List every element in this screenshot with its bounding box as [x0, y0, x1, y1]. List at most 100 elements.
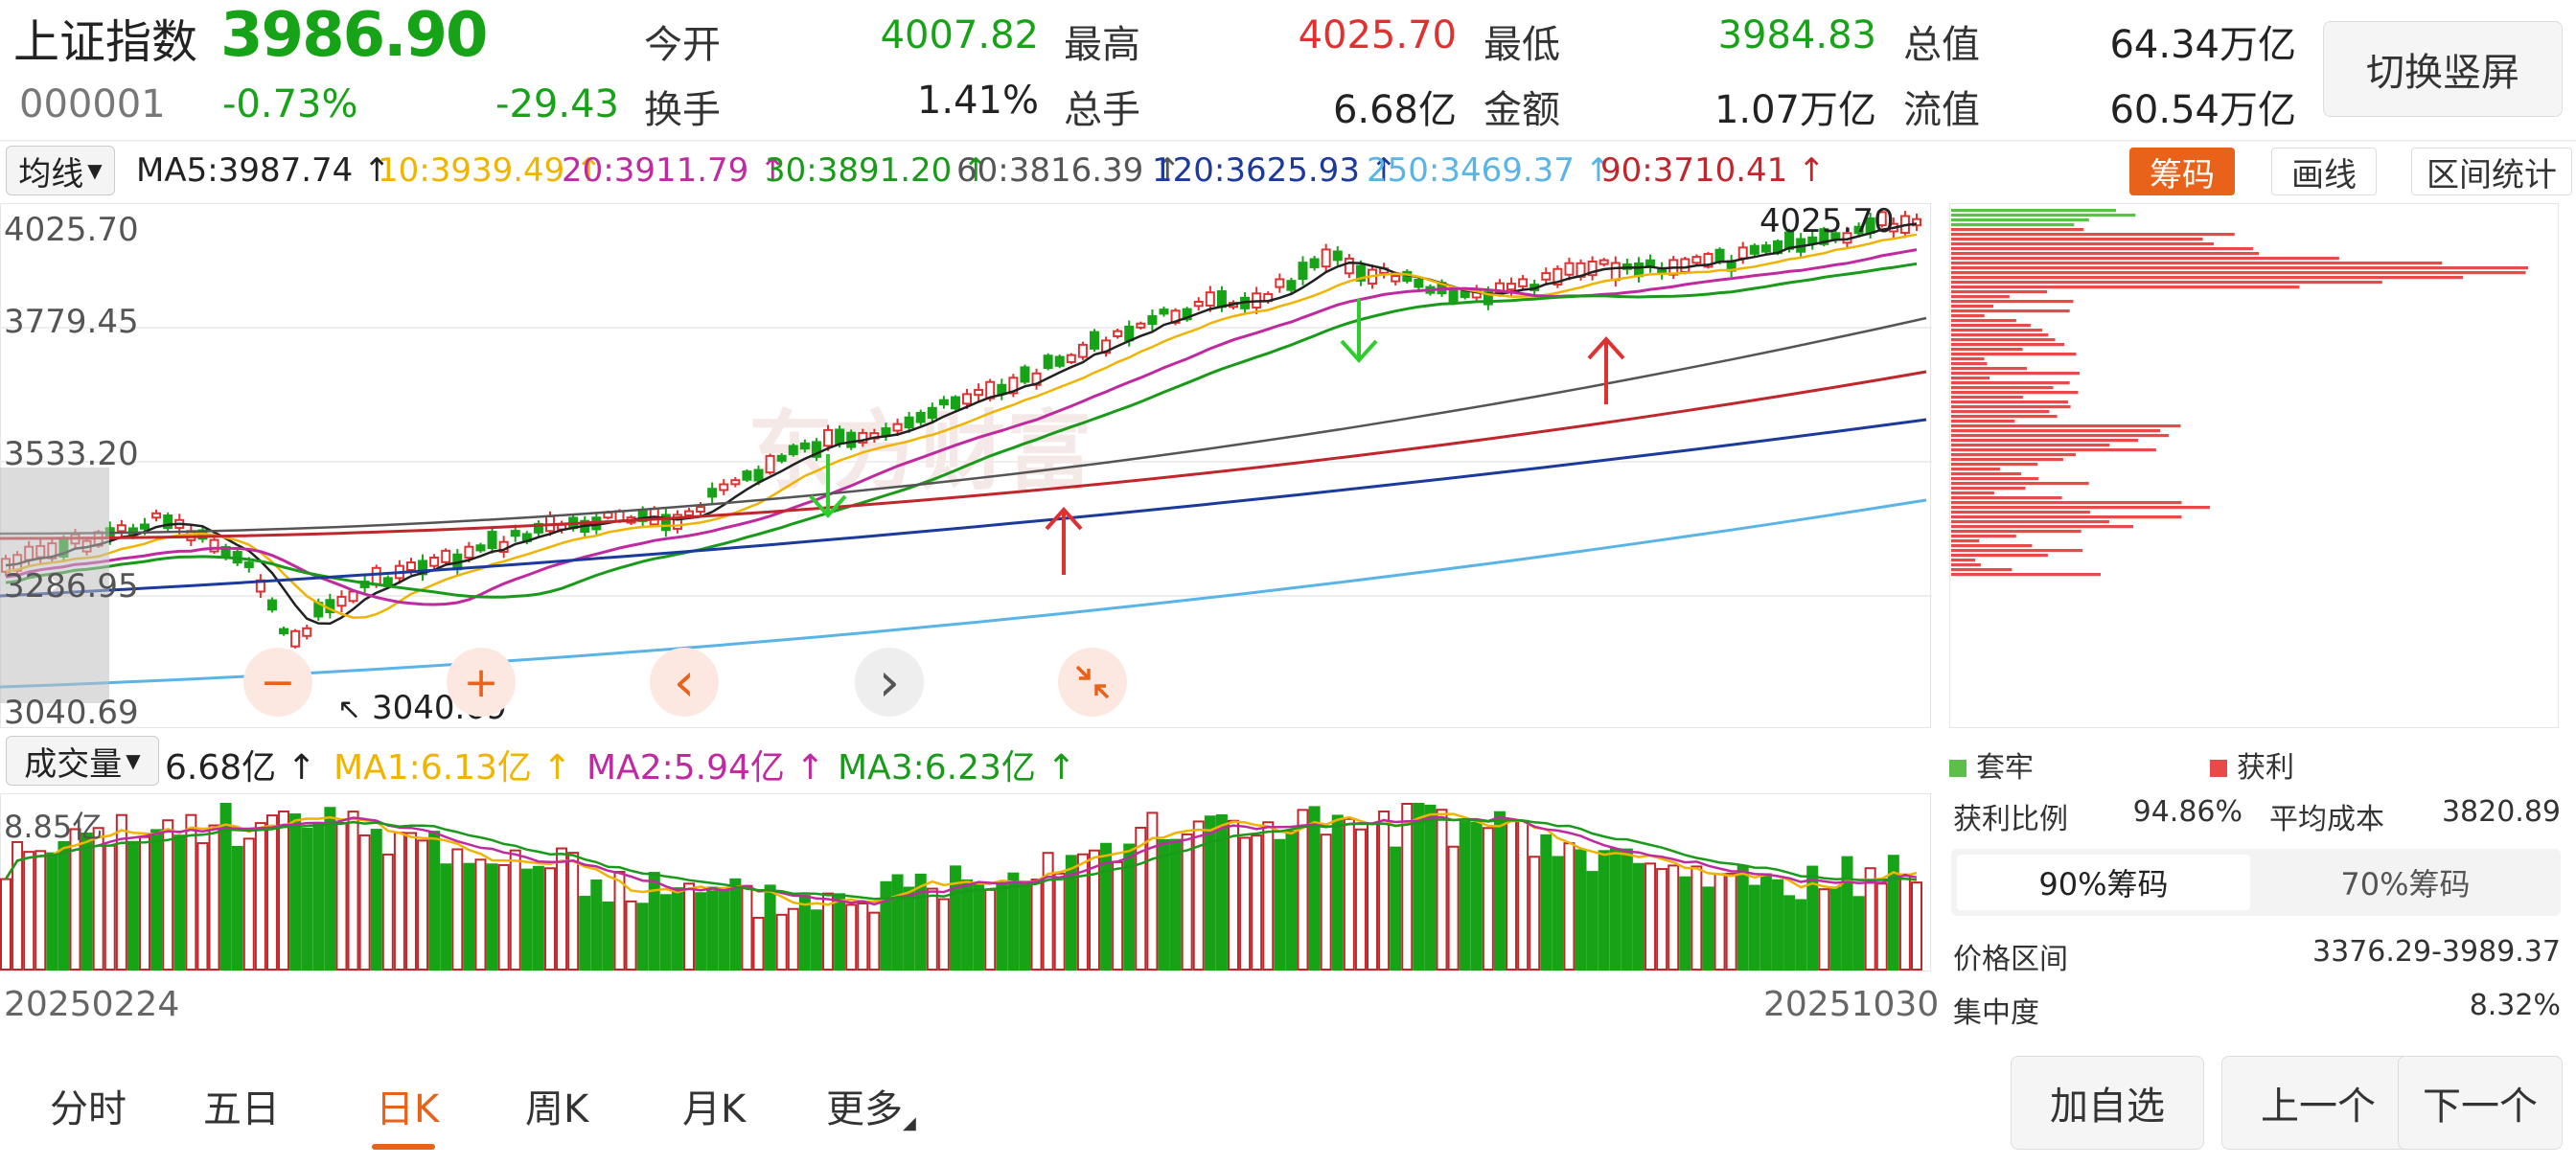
volume-bar — [903, 886, 915, 971]
volume-bar — [520, 868, 533, 971]
float-mv-label: 流值 — [1903, 88, 1980, 132]
legend-profit-label: 获利 — [2237, 751, 2294, 785]
candle-body — [719, 483, 729, 491]
move-right-button[interactable]: › — [855, 648, 924, 717]
chip-bar — [1951, 266, 2529, 270]
volume-bar — [1806, 865, 1819, 971]
candle-body — [243, 561, 254, 568]
volume-bar — [1146, 811, 1159, 971]
volume-chart[interactable] — [0, 793, 1932, 971]
chip-bar — [1951, 247, 2254, 251]
chip-bar — [1951, 343, 2065, 347]
volume-max-label: 8.85亿 — [4, 809, 104, 845]
add-watchlist-button[interactable]: 加自选 — [2011, 1056, 2204, 1150]
chevron-left-icon: ‹ — [673, 651, 696, 714]
chart-grid — [0, 327, 1932, 597]
candle-body — [707, 488, 718, 498]
candle-body — [974, 388, 984, 397]
tab-90-chip[interactable]: 90%筹码 — [1957, 855, 2250, 910]
volume-selector[interactable]: 成交量 ▼ — [6, 736, 159, 786]
switch-portrait-button[interactable]: 切换竖屏 — [2323, 21, 2563, 117]
tab-monthly-k[interactable]: 月K — [682, 1087, 747, 1131]
chip-bar — [1951, 515, 2182, 519]
chip-bar — [1951, 324, 2031, 328]
tab-daily-k[interactable]: 日K — [376, 1087, 440, 1131]
draw-line-button[interactable]: 画线 — [2271, 148, 2377, 195]
range-stats-button[interactable]: 区间统计 — [2411, 148, 2572, 195]
volume-bar — [58, 840, 70, 971]
volume-bar — [787, 907, 799, 971]
ma-selector[interactable]: 均线 ▼ — [6, 146, 115, 195]
volume-bar — [926, 887, 938, 971]
volume-bar — [1470, 821, 1483, 971]
volume-bar — [69, 828, 81, 971]
volume-bar — [1482, 827, 1494, 971]
volume-bar — [1875, 882, 1888, 971]
chip-bar — [1951, 396, 2023, 400]
previous-button[interactable]: 上一个 — [2221, 1056, 2415, 1150]
candle-body — [116, 524, 126, 533]
legend-trap-label: 套牢 — [1976, 751, 2034, 785]
chip-bar — [1951, 276, 2464, 280]
volume-bar — [312, 822, 325, 971]
candle-body — [684, 510, 695, 516]
tab-more[interactable]: 更多◢ — [826, 1078, 916, 1133]
candle-body — [811, 441, 821, 458]
volume-bar — [1668, 864, 1680, 971]
volume-current: 6.68亿 ↑ — [165, 748, 316, 788]
candle-body — [1830, 232, 1841, 240]
volume-bar — [428, 831, 441, 971]
volume-bar — [1598, 850, 1610, 971]
profit-ratio-label: 获利比例 — [1953, 803, 2068, 836]
ma-value-5: 120:3625.93 ↑ — [1152, 151, 1398, 190]
candle-body — [405, 561, 416, 571]
zoom-out-button[interactable]: − — [243, 648, 312, 717]
vol-ma2: MA2:5.94亿 ↑ — [586, 748, 825, 788]
candle-body — [904, 416, 914, 429]
candle-body — [1598, 259, 1609, 265]
zoom-in-button[interactable]: + — [447, 648, 516, 717]
dropdown-icon: ▼ — [87, 159, 103, 182]
chip-button[interactable]: 筹码 — [2129, 148, 2235, 195]
candle-body — [1494, 282, 1505, 294]
candle-body — [1610, 262, 1621, 282]
ma-value-6: 250:3469.37 ↑ — [1367, 151, 1613, 190]
candle-body — [1205, 291, 1215, 307]
move-left-button[interactable]: ‹ — [650, 648, 719, 717]
volume-bar — [1702, 886, 1714, 971]
chip-bar — [1951, 525, 2133, 529]
candle-body — [302, 627, 312, 637]
tab-weekly-k[interactable]: 周K — [525, 1087, 589, 1131]
volume-bar — [185, 813, 197, 971]
plus-icon: + — [463, 657, 499, 707]
turnover-value: 1.41% — [916, 79, 1039, 123]
volume-bar — [463, 862, 475, 971]
sell-signal-arrow — [809, 299, 1378, 518]
candle-body — [823, 428, 834, 447]
chip-bar — [1951, 314, 1985, 318]
candle-body — [1113, 330, 1123, 337]
kline-chart[interactable]: 东方财富 › 4025.70 3040.69 ↖ — [0, 203, 1932, 728]
next-button[interactable]: 下一个 — [2398, 1056, 2563, 1150]
volume-bar — [1030, 879, 1043, 971]
scroll-handle[interactable] — [0, 468, 109, 703]
chevron-right-icon: › — [46, 561, 61, 605]
volume-bar — [532, 865, 544, 971]
open-label: 今开 — [644, 23, 721, 67]
tab-70-chip[interactable]: 70%筹码 — [2340, 866, 2471, 902]
volume-bar — [1714, 873, 1726, 971]
volume-bar — [810, 909, 822, 971]
tab-intraday[interactable]: 分时 — [50, 1087, 126, 1131]
profit-ratio-value: 94.86% — [2132, 795, 2242, 829]
volume-bar — [1540, 834, 1552, 971]
chip-bar — [1951, 348, 2023, 352]
collapse-icon — [1075, 665, 1110, 699]
reset-zoom-button[interactable] — [1058, 648, 1127, 717]
volume-bar — [857, 902, 869, 971]
candle-body — [672, 514, 682, 530]
chip-bar — [1951, 300, 2074, 304]
tab-five-day[interactable]: 五日 — [203, 1087, 280, 1131]
candle-body — [660, 514, 671, 532]
candle-body — [1760, 244, 1771, 253]
candle-body — [881, 427, 891, 437]
